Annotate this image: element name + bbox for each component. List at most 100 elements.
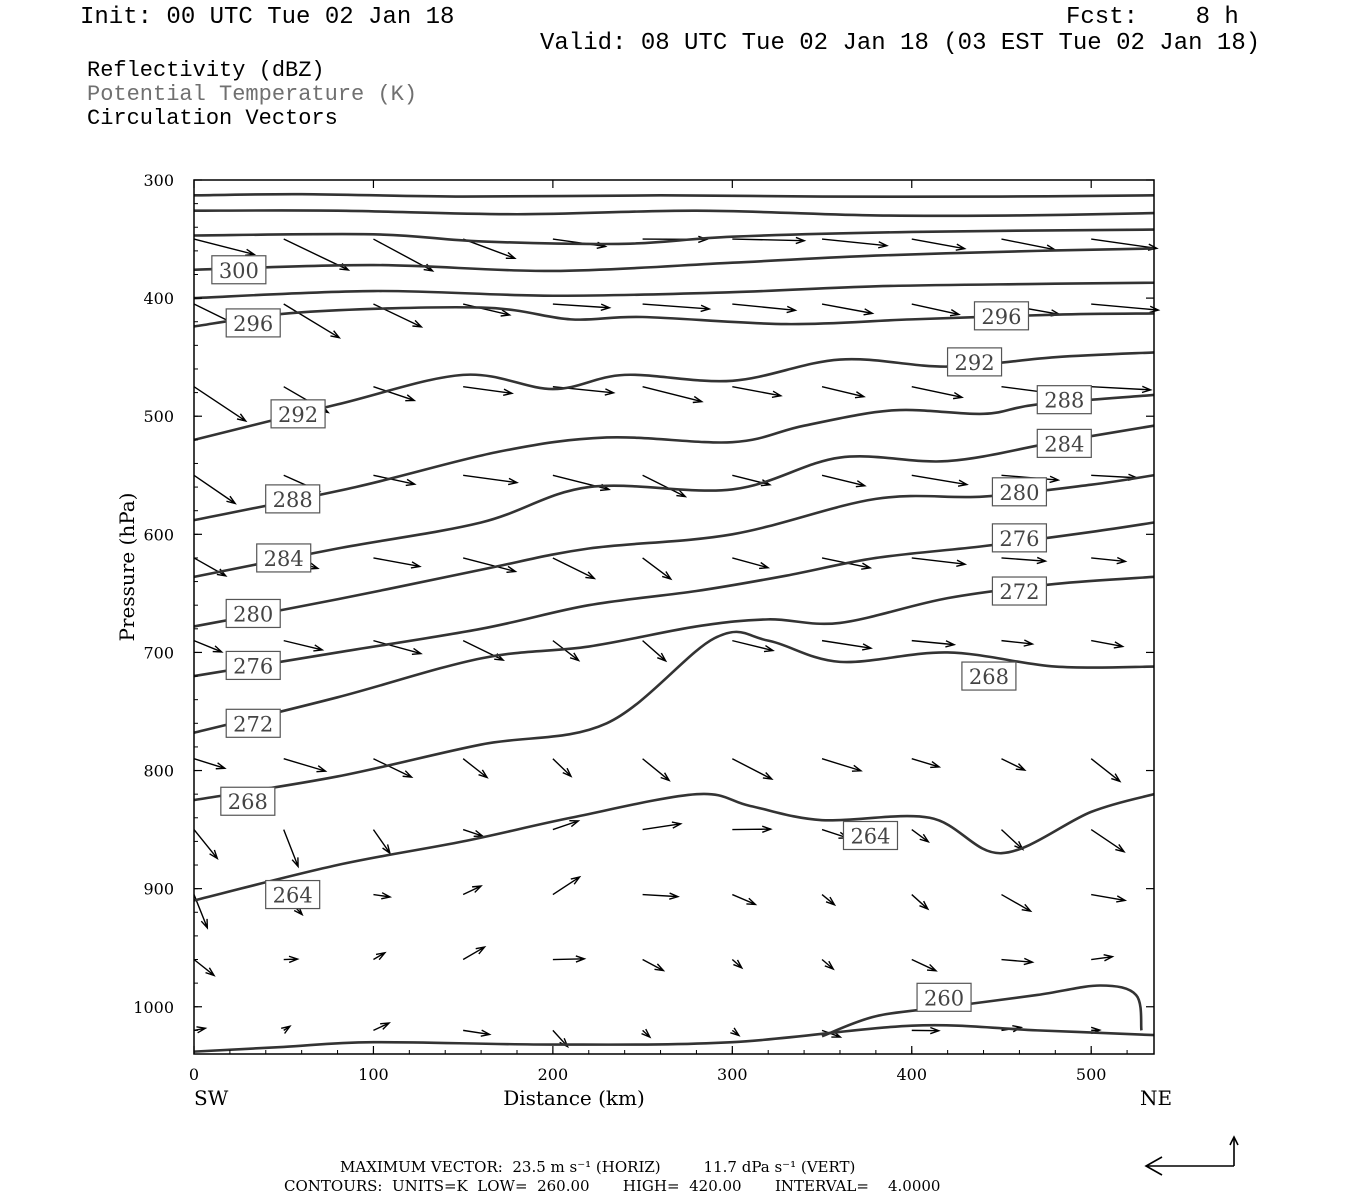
circulation-vector (463, 474, 519, 486)
circulation-vector (732, 893, 758, 906)
forecast-hour: Fcst: 8 h (1066, 4, 1239, 31)
circulation-vector (462, 885, 483, 896)
contour-label: 260 (924, 986, 964, 1010)
circulation-vector (193, 238, 257, 256)
circulation-vector (552, 557, 597, 580)
contour-label-box (265, 484, 321, 514)
circulation-vector (911, 303, 961, 317)
circulation-vector (283, 829, 299, 869)
circulation-vector (1001, 238, 1057, 252)
circulation-vector (642, 557, 673, 581)
circulation-vector (642, 821, 683, 831)
circulation-vector (1091, 893, 1128, 903)
circulation-vector (281, 1025, 292, 1034)
legend-reflectivity: Reflectivity (dBZ) (87, 58, 325, 83)
circulation-vector (641, 1028, 652, 1039)
circulation-vector (911, 639, 957, 648)
theta-contour (193, 351, 1155, 442)
circulation-vector (731, 958, 744, 970)
circulation-vector (732, 639, 775, 653)
contour-label: 292 (278, 403, 318, 427)
y-tick-label: 700 (143, 643, 174, 662)
circulation-vector (642, 958, 666, 972)
contour-label-box (946, 347, 1003, 377)
circulation-vector (552, 640, 581, 662)
circulation-vector (1090, 829, 1126, 853)
circulation-vector (1091, 556, 1128, 565)
contour-label-box (961, 661, 1017, 691)
circulation-vector (1091, 639, 1125, 649)
contour-label: 296 (981, 305, 1021, 329)
y-tick-label: 400 (143, 289, 174, 308)
circulation-vector (462, 946, 487, 961)
y-tick-label: 900 (143, 880, 174, 899)
circulation-vector (642, 303, 712, 313)
circulation-vector (283, 639, 325, 652)
ne-label: NE (1140, 1086, 1172, 1110)
circulation-vector (732, 557, 771, 570)
theta-contour (193, 192, 1155, 198)
contour-label-box (991, 523, 1048, 553)
circulation-vector (193, 758, 227, 770)
circulation-vector (193, 639, 224, 653)
circulation-vector (911, 1026, 941, 1035)
circulation-vector (373, 557, 422, 569)
circulation-vector (462, 828, 485, 838)
contour-label-box (1036, 428, 1092, 458)
contour-label: 296 (233, 312, 273, 336)
y-tick-label: 1000 (133, 998, 174, 1017)
circulation-vector (1001, 957, 1035, 966)
theta-contour (193, 393, 1155, 522)
contour-label-box (225, 708, 281, 738)
contour-label: 280 (999, 481, 1039, 505)
valid-time: Valid: 08 UTC Tue 02 Jan 18 (03 EST Tue … (540, 30, 1261, 57)
circulation-vector (821, 894, 837, 907)
reference-vector-icon (1144, 1135, 1239, 1176)
circulation-vector (642, 758, 671, 782)
contour-info: CONTOURS: UNITS=K LOW= 260.00 HIGH= 420.… (284, 1177, 941, 1195)
circulation-vector (1001, 893, 1033, 913)
circulation-vector (193, 474, 237, 505)
contour-label-box (842, 820, 899, 851)
circulation-vector (193, 958, 216, 977)
contour-label-box (916, 982, 972, 1012)
circulation-vector (463, 1029, 492, 1037)
circulation-vector (1091, 385, 1153, 394)
contour-label-box (270, 399, 326, 429)
circulation-vector (283, 955, 300, 964)
contour-label-box (991, 477, 1048, 507)
circulation-vector (552, 819, 581, 831)
contour-label-box (225, 650, 281, 681)
contour-label: 292 (955, 351, 995, 375)
x-tick-label: 500 (1076, 1065, 1107, 1084)
contour-label: 276 (999, 527, 1039, 551)
circulation-vector (373, 386, 417, 402)
circulation-vector (552, 303, 612, 311)
legend-circulation-vectors: Circulation Vectors (87, 106, 338, 131)
x-axis-label: Distance (km) (503, 1086, 645, 1110)
contour-label: 284 (1044, 432, 1084, 456)
circulation-vector (642, 474, 688, 498)
contour-label: 276 (233, 654, 273, 678)
contour-label: 280 (233, 602, 273, 626)
circulation-vector (911, 238, 967, 251)
x-tick-label: 200 (538, 1065, 569, 1084)
circulation-vector (1091, 303, 1161, 314)
circulation-vector (1001, 758, 1027, 771)
circulation-vector (372, 829, 392, 855)
theta-contour (193, 630, 1155, 802)
circulation-vector (730, 1027, 741, 1037)
contour-labels: 300 296 296 292 292 288 288 284 284 280 280 276 276 2… (211, 255, 1092, 1012)
circulation-vector (732, 386, 783, 398)
circulation-vector (373, 474, 417, 487)
circulation-vector (821, 386, 866, 399)
circulation-vector (911, 386, 964, 400)
circulation-vector (373, 1022, 391, 1032)
circulation-vector (642, 386, 704, 404)
circulation-vector (732, 236, 807, 245)
circulation-vector (911, 958, 938, 972)
circulation-vector (911, 758, 942, 769)
circulation-vector (462, 557, 518, 574)
contour-label: 284 (264, 547, 304, 571)
theta-contour (193, 281, 1155, 300)
